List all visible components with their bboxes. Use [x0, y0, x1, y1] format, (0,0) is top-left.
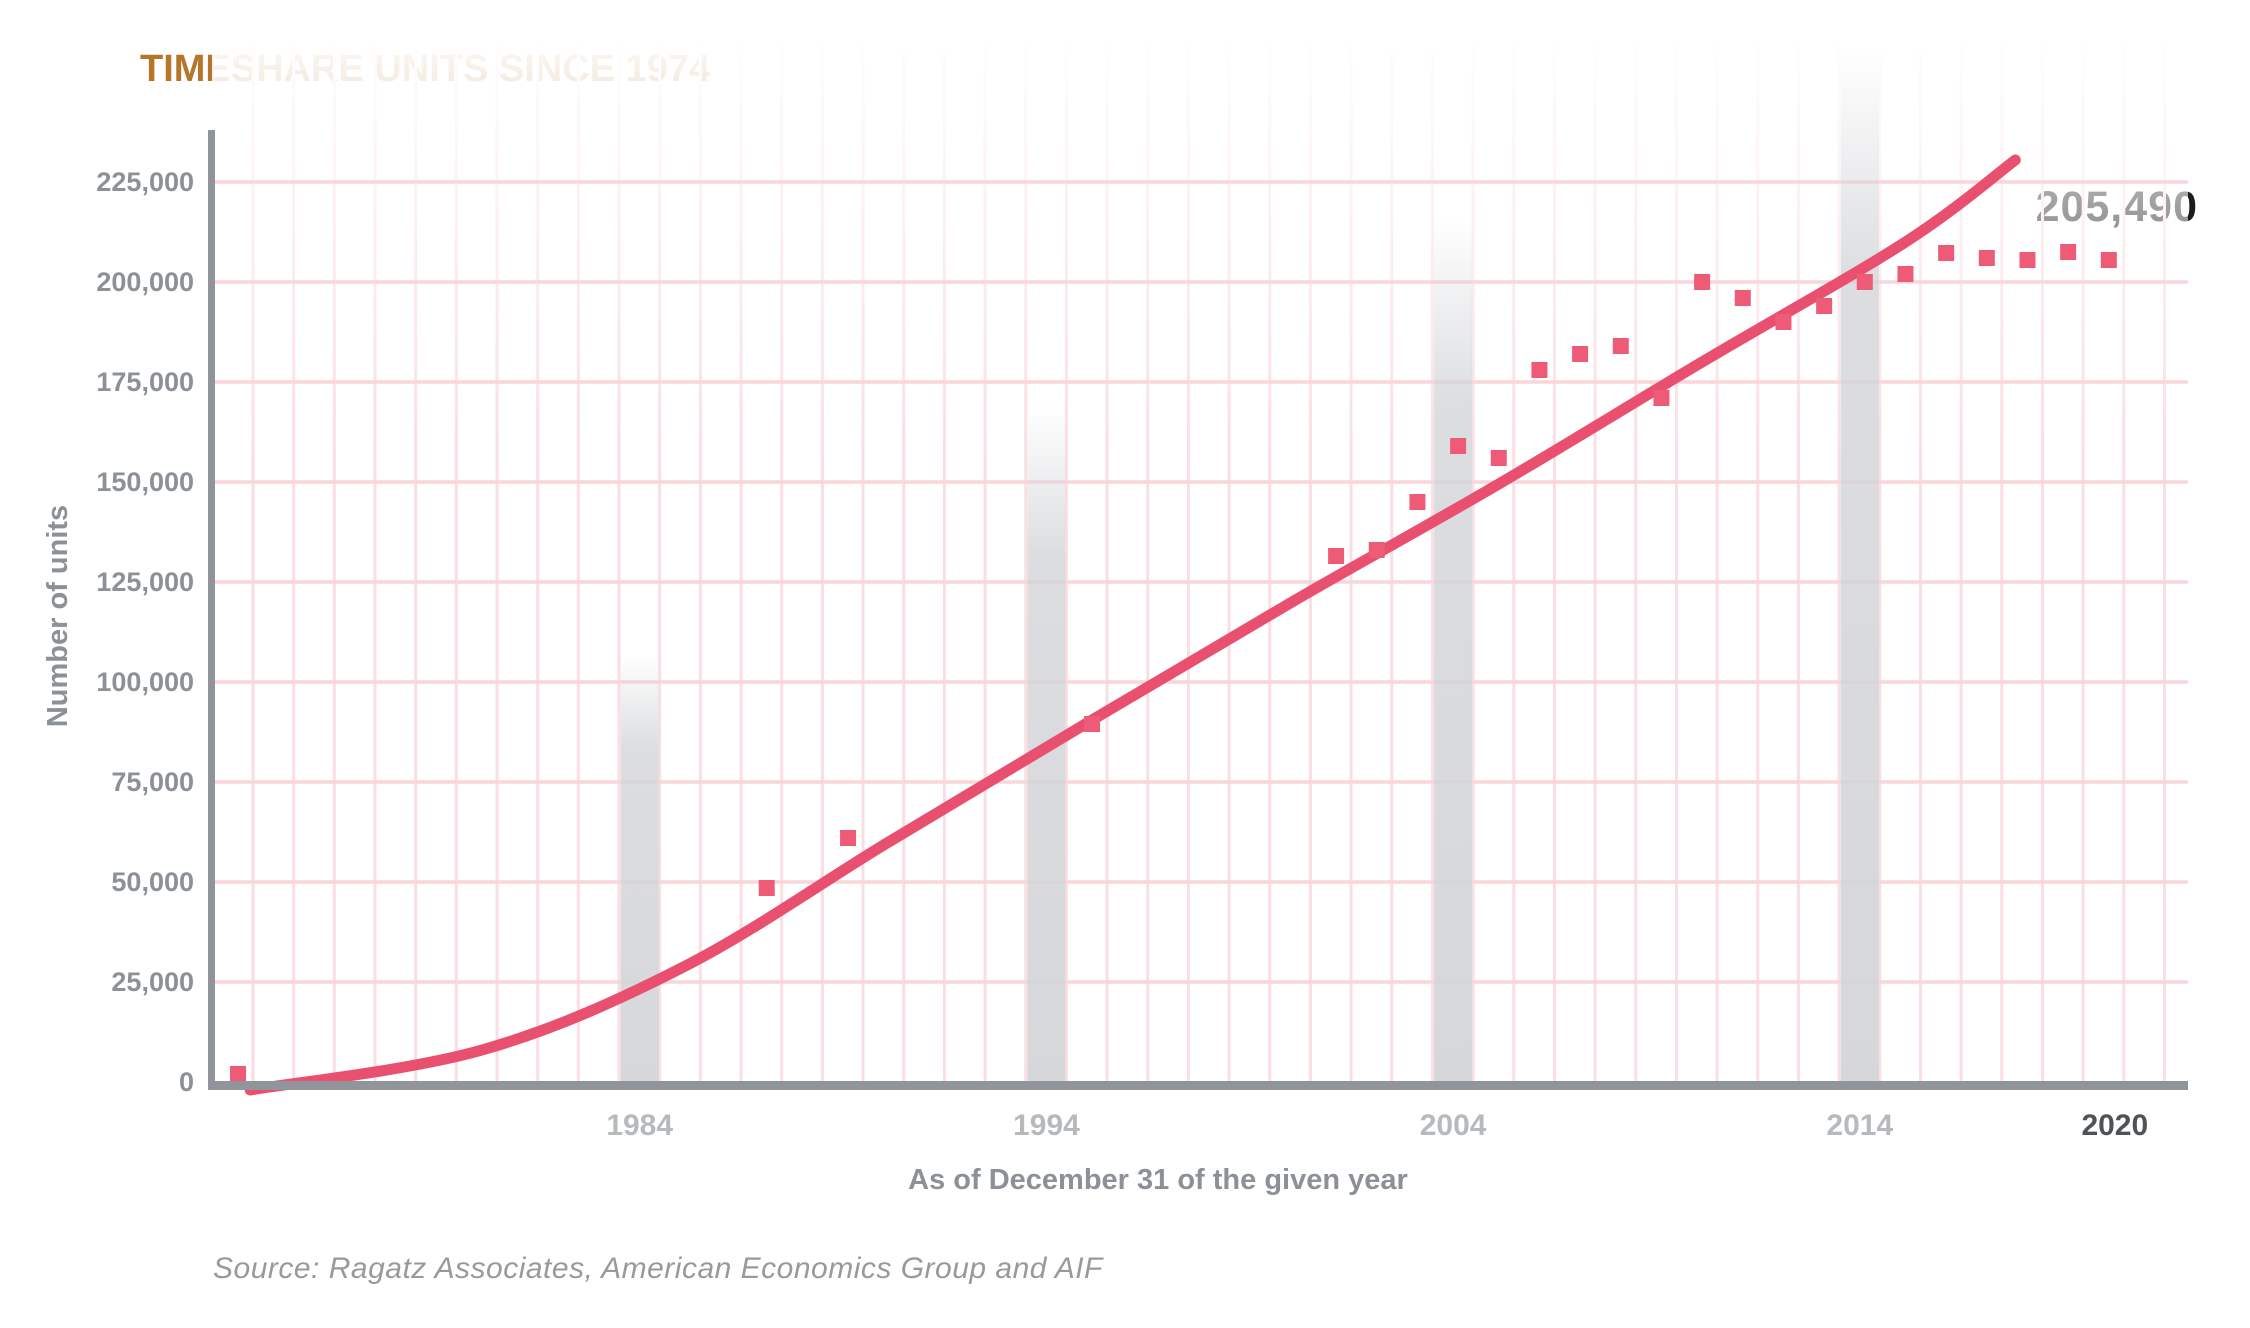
data-point-2013	[1816, 298, 1833, 314]
y-tick-label-50000: 50,000	[111, 867, 194, 897]
data-point-2008	[1612, 338, 1629, 354]
data-point-2003	[1409, 494, 1426, 510]
x-tick-label-1984: 1984	[606, 1109, 674, 1142]
data-point-2014	[1856, 274, 1873, 290]
data-point-2017	[1978, 250, 1995, 266]
x-tick-label-1994: 1994	[1013, 1109, 1080, 1142]
data-point-1987	[758, 880, 775, 896]
data-point-1995	[1084, 716, 1101, 732]
source-note: Source: Ragatz Associates, American Econ…	[213, 1252, 1103, 1285]
decade-band-2014	[1840, 48, 1879, 1085]
x-axis-title: As of December 31 of the given year	[908, 1164, 1408, 1196]
y-tick-label-25000: 25,000	[111, 967, 194, 997]
decade-band-1984	[620, 655, 659, 1085]
data-point-2018	[2019, 252, 2036, 268]
data-point-2015	[1897, 266, 1914, 282]
y-tick-label-150000: 150,000	[96, 467, 194, 497]
data-point-1974	[230, 1066, 246, 1082]
y-tick-label-0: 0	[178, 1067, 194, 1097]
y-tick-label-200000: 200,000	[96, 267, 194, 297]
data-point-2002	[1368, 542, 1385, 558]
y-tick-label-125000: 125,000	[96, 567, 194, 597]
data-point-2007	[1572, 346, 1589, 362]
data-point-2012	[1775, 314, 1792, 330]
data-point-2006	[1531, 362, 1548, 378]
data-point-2009	[1653, 390, 1670, 406]
data-point-2016	[1938, 245, 1955, 261]
data-points	[230, 244, 2117, 1082]
y-axis-line	[208, 130, 215, 1089]
y-tick-label-100000: 100,000	[96, 667, 194, 697]
data-point-2004	[1450, 438, 1467, 454]
data-point-2020	[2100, 252, 2117, 269]
x-axis-line	[208, 1081, 2188, 1090]
data-point-2005	[1490, 450, 1507, 466]
decade-band-2004	[1434, 215, 1473, 1085]
y-tick-label-175000: 175,000	[96, 367, 194, 397]
y-tick-label-225000: 225,000	[96, 167, 194, 197]
data-point-1989	[840, 830, 857, 846]
x-tick-label-2020: 2020	[2081, 1109, 2149, 1142]
y-tick-label-75000: 75,000	[111, 767, 194, 797]
data-point-2001	[1328, 548, 1345, 564]
data-point-2010	[1694, 274, 1711, 290]
data-point-2011	[1734, 290, 1751, 306]
trend-line	[244, 154, 2021, 1096]
x-tick-label-2004: 2004	[1419, 1109, 1487, 1142]
x-tick-label-2014: 2014	[1826, 1109, 1894, 1142]
data-point-2019	[2060, 244, 2077, 260]
